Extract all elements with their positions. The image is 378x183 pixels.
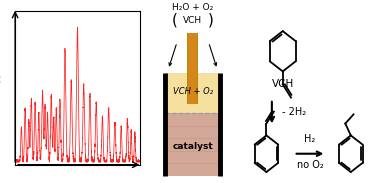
Text: H₂O + O₂: H₂O + O₂ bbox=[172, 3, 214, 12]
Text: ): ) bbox=[208, 13, 214, 28]
Text: H₂: H₂ bbox=[304, 134, 316, 144]
Text: no O₂: no O₂ bbox=[297, 160, 323, 170]
Bar bbox=[165, 73, 220, 113]
Bar bbox=[187, 33, 198, 104]
Bar bbox=[188, 33, 197, 104]
Text: VCH: VCH bbox=[183, 16, 202, 25]
Text: VCH: VCH bbox=[272, 79, 294, 89]
Text: (: ( bbox=[172, 13, 178, 28]
Bar bbox=[165, 113, 220, 176]
Text: - 2H₂: - 2H₂ bbox=[282, 107, 306, 117]
Text: VCH + O₂: VCH + O₂ bbox=[173, 87, 213, 96]
Text: catalyst: catalyst bbox=[172, 142, 213, 151]
